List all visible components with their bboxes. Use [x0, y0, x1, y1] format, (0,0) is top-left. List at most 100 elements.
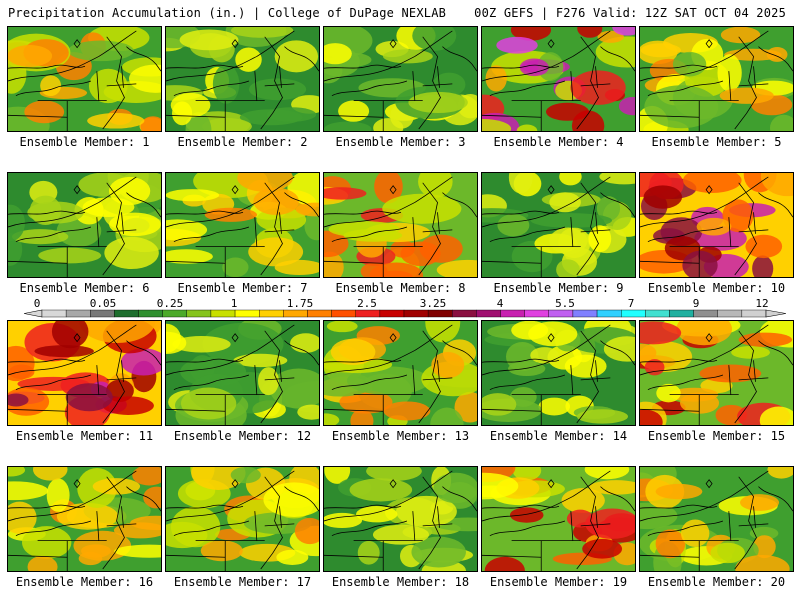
colorbar-swatch	[41, 309, 67, 318]
map-boundary-line	[15, 226, 92, 243]
precip-contour-area	[485, 65, 507, 92]
precip-contour-area	[200, 540, 243, 562]
ensemble-member-map	[639, 466, 794, 572]
map-boundary-line	[734, 330, 757, 424]
map-boundary-line	[324, 114, 384, 118]
ensemble-member-map	[7, 466, 162, 572]
map-boundary-line	[8, 176, 137, 228]
map-boundary-line	[758, 340, 793, 366]
precip-contour-area	[760, 173, 793, 197]
precip-contour-area	[304, 210, 319, 241]
map-boundary-line	[489, 374, 566, 391]
precip-contour-area	[212, 64, 240, 104]
map-boundary-line	[640, 408, 700, 412]
ensemble-member-map	[481, 466, 636, 572]
ensemble-member-label: Ensemble Member: 17	[173, 575, 312, 589]
precip-contour-area	[324, 230, 349, 258]
map-boundary-line	[324, 408, 384, 412]
colorbar-swatch	[90, 309, 115, 318]
map-boundary-line	[418, 182, 441, 276]
map-boundary-line	[106, 377, 137, 381]
precip-map-svg	[324, 321, 477, 425]
precip-contour-area	[360, 262, 388, 277]
map-boundary-line	[482, 470, 611, 522]
precip-contour-area	[484, 556, 525, 571]
map-boundary-line	[279, 506, 282, 528]
precip-contour-area	[396, 495, 457, 528]
colorbar-swatch	[596, 309, 622, 318]
map-boundary-line	[728, 217, 732, 247]
map-boundary-line	[102, 182, 125, 276]
precip-contour-area	[257, 367, 279, 396]
map-boundary-line	[570, 511, 574, 541]
map-boundary-line	[576, 36, 599, 130]
ensemble-member-map	[7, 320, 162, 426]
station-marker-icon	[73, 39, 81, 49]
map-boundary-line	[106, 229, 137, 233]
map-boundary-line	[96, 365, 100, 395]
precip-map-svg	[640, 27, 793, 131]
map-boundary-line	[106, 523, 137, 527]
colorbar-swatch	[234, 309, 260, 318]
map-boundary-line	[482, 64, 560, 69]
map-boundary-line	[482, 408, 542, 412]
precip-contour-area	[330, 338, 376, 366]
map-boundary-line	[738, 229, 769, 233]
map-boundary-line	[738, 523, 769, 527]
map-boundary-line	[284, 192, 319, 218]
colorbar-tick-label: 7	[628, 298, 635, 310]
ensemble-member-label: Ensemble Member: 14	[489, 429, 628, 443]
precip-contour-area	[717, 54, 742, 92]
map-boundary-line	[640, 210, 718, 215]
map-boundary-line	[640, 260, 700, 264]
map-boundary-line	[576, 330, 599, 424]
map-boundary-line	[8, 64, 86, 69]
precip-contour-area	[29, 195, 62, 225]
map-boundary-line	[442, 46, 477, 72]
precip-map-svg	[8, 321, 161, 425]
precip-map-svg	[640, 173, 793, 277]
precip-contour-area	[297, 404, 319, 420]
precip-contour-area	[383, 49, 433, 64]
colorbar-tick-label: 9	[693, 298, 700, 310]
precip-contour-area	[589, 480, 635, 495]
ensemble-member-map	[7, 172, 162, 278]
precip-contour-area	[496, 36, 538, 54]
map-boundary-line	[106, 83, 137, 87]
precip-contour-area	[596, 196, 621, 221]
precip-contour-area	[343, 229, 403, 242]
ensemble-member-label: Ensemble Member: 2	[177, 135, 308, 149]
precip-contour-area	[324, 372, 374, 397]
colorbar-tick-label: 3.25	[420, 298, 447, 310]
precip-map-svg	[166, 27, 319, 131]
precip-contour-area	[324, 187, 367, 200]
precip-contour-area	[640, 409, 663, 425]
map-boundary-line	[738, 83, 769, 87]
map-boundary-line	[482, 324, 611, 376]
precip-contour-area	[570, 70, 626, 105]
precip-contour-area	[731, 346, 771, 359]
map-boundary-line	[647, 80, 724, 97]
precip-contour-area	[640, 321, 682, 345]
map-boundary-line	[260, 330, 283, 424]
ensemble-member-label: Ensemble Member: 19	[489, 575, 628, 589]
precip-contour-area	[129, 64, 161, 93]
precip-map-svg	[324, 27, 477, 131]
precip-contour-area	[676, 321, 732, 346]
map-boundary-line	[264, 523, 295, 527]
map-boundary-line	[647, 226, 724, 243]
precip-contour-area	[559, 173, 582, 186]
map-boundary-line	[489, 226, 566, 243]
precip-contour-area	[431, 352, 465, 379]
precip-contour-area	[549, 227, 588, 255]
precip-contour-area	[181, 387, 237, 420]
precip-map-svg	[482, 173, 635, 277]
station-marker-icon	[73, 185, 81, 195]
ensemble-member-label: Ensemble Member: 6	[19, 281, 150, 295]
precip-contour-area	[166, 249, 213, 264]
map-boundary-line	[284, 340, 319, 366]
precip-contour-area	[366, 467, 422, 482]
precip-contour-area	[324, 121, 372, 131]
colorbar-tick-label: 5.5	[555, 298, 575, 310]
precip-contour-area	[276, 549, 309, 566]
